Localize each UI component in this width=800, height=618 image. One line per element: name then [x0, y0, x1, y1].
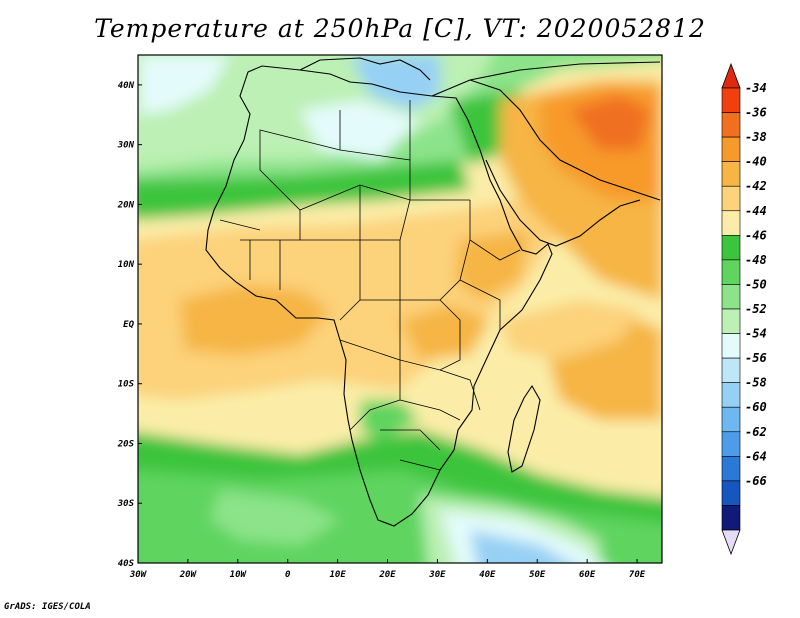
y-tick-label: 10S [118, 380, 135, 390]
x-tick-label: 60E [579, 570, 596, 580]
colorbar-swatch [721, 210, 741, 236]
colorbar-swatch [721, 382, 741, 408]
y-tick-label: 20N [117, 200, 135, 210]
colorbar-label: -36 [745, 106, 767, 120]
x-tick-label: 40E [479, 570, 496, 580]
colorbar-label: -40 [745, 155, 767, 169]
colorbar-label: -62 [745, 425, 767, 439]
x-tick-label: 10W [230, 570, 248, 580]
footer-credit: GrADS: IGES/COLA [4, 602, 91, 612]
colorbar-label: -56 [745, 351, 767, 365]
y-tick-label: 40N [118, 81, 135, 91]
y-tick-label: 40S [118, 559, 135, 569]
temperature-field [138, 55, 662, 563]
colorbar-swatch [721, 87, 741, 113]
colorbar-label: -44 [745, 204, 767, 218]
x-tick-label: 0 [285, 570, 291, 580]
x-tick-label: 20W [179, 570, 198, 580]
colorbar-swatch [721, 333, 741, 359]
colorbar-swatch [721, 185, 741, 212]
colorbar-swatch [721, 406, 741, 433]
colorbar-label: -60 [745, 400, 767, 414]
map-title: Temperature at 250hPa [C], VT: 202005281… [94, 14, 706, 43]
colorbar-top-arrow [721, 62, 741, 89]
colorbar-swatch [721, 505, 741, 531]
colorbar-swatch [721, 161, 741, 187]
y-tick-label: 30S [117, 499, 135, 509]
colorbar-label: -54 [745, 327, 767, 341]
country-borders [219, 100, 521, 471]
colorbar-label: -52 [745, 302, 767, 316]
colorbar-label: -50 [745, 277, 767, 291]
colorbar-label: -42 [745, 179, 767, 193]
x-tick-label: 50E [529, 570, 546, 580]
x-tick-label: 30E [428, 570, 446, 580]
colorbar-swatch [721, 136, 741, 162]
x-axis: 30W 20W 10W 0 10E 20E 30E 40E 50E 60E 70E [129, 559, 646, 580]
colorbar: -34 -36 -38 -40 -42 -44 -46 -48 -50 -52 -54 -56 -58 -… [721, 62, 767, 556]
colorbar-swatch [721, 235, 741, 261]
colorbar-label: -64 [745, 449, 767, 463]
map-frame [137, 54, 663, 564]
x-tick-label: 70E [629, 570, 646, 580]
y-tick-label: 10N [118, 260, 135, 270]
colorbar-label: -66 [745, 474, 767, 488]
temperature-map: 30W 20W 10W 0 10E 20E 30E 40E 50E 60E 70E 40S 30S 20… [117, 54, 767, 580]
y-axis: 40S 30S 20S 10S EQ 10N 20N 30N 40N [117, 81, 142, 569]
colorbar-label: -38 [745, 130, 767, 144]
colorbar-label: -34 [745, 81, 767, 95]
colorbar-bottom-arrow [721, 529, 741, 556]
colorbar-swatch [721, 284, 741, 310]
colorbar-swatch [721, 308, 741, 334]
x-tick-label: 10E [329, 570, 346, 580]
colorbar-label: -46 [745, 228, 767, 242]
colorbar-swatch [721, 431, 741, 457]
colorbar-swatch [721, 357, 741, 383]
colorbar-swatch [721, 112, 741, 138]
x-tick-label: 30W [129, 570, 148, 580]
y-tick-label: EQ [123, 320, 134, 330]
colorbar-swatch [721, 456, 741, 482]
y-tick-label: 30N [117, 141, 135, 151]
x-tick-label: 20E [378, 570, 396, 580]
coastlines [205, 57, 661, 527]
colorbar-swatch [721, 480, 741, 506]
colorbar-swatch [721, 259, 741, 285]
colorbar-label: -48 [745, 253, 767, 267]
colorbar-label: -58 [745, 376, 767, 390]
y-tick-label: 20S [117, 439, 135, 449]
